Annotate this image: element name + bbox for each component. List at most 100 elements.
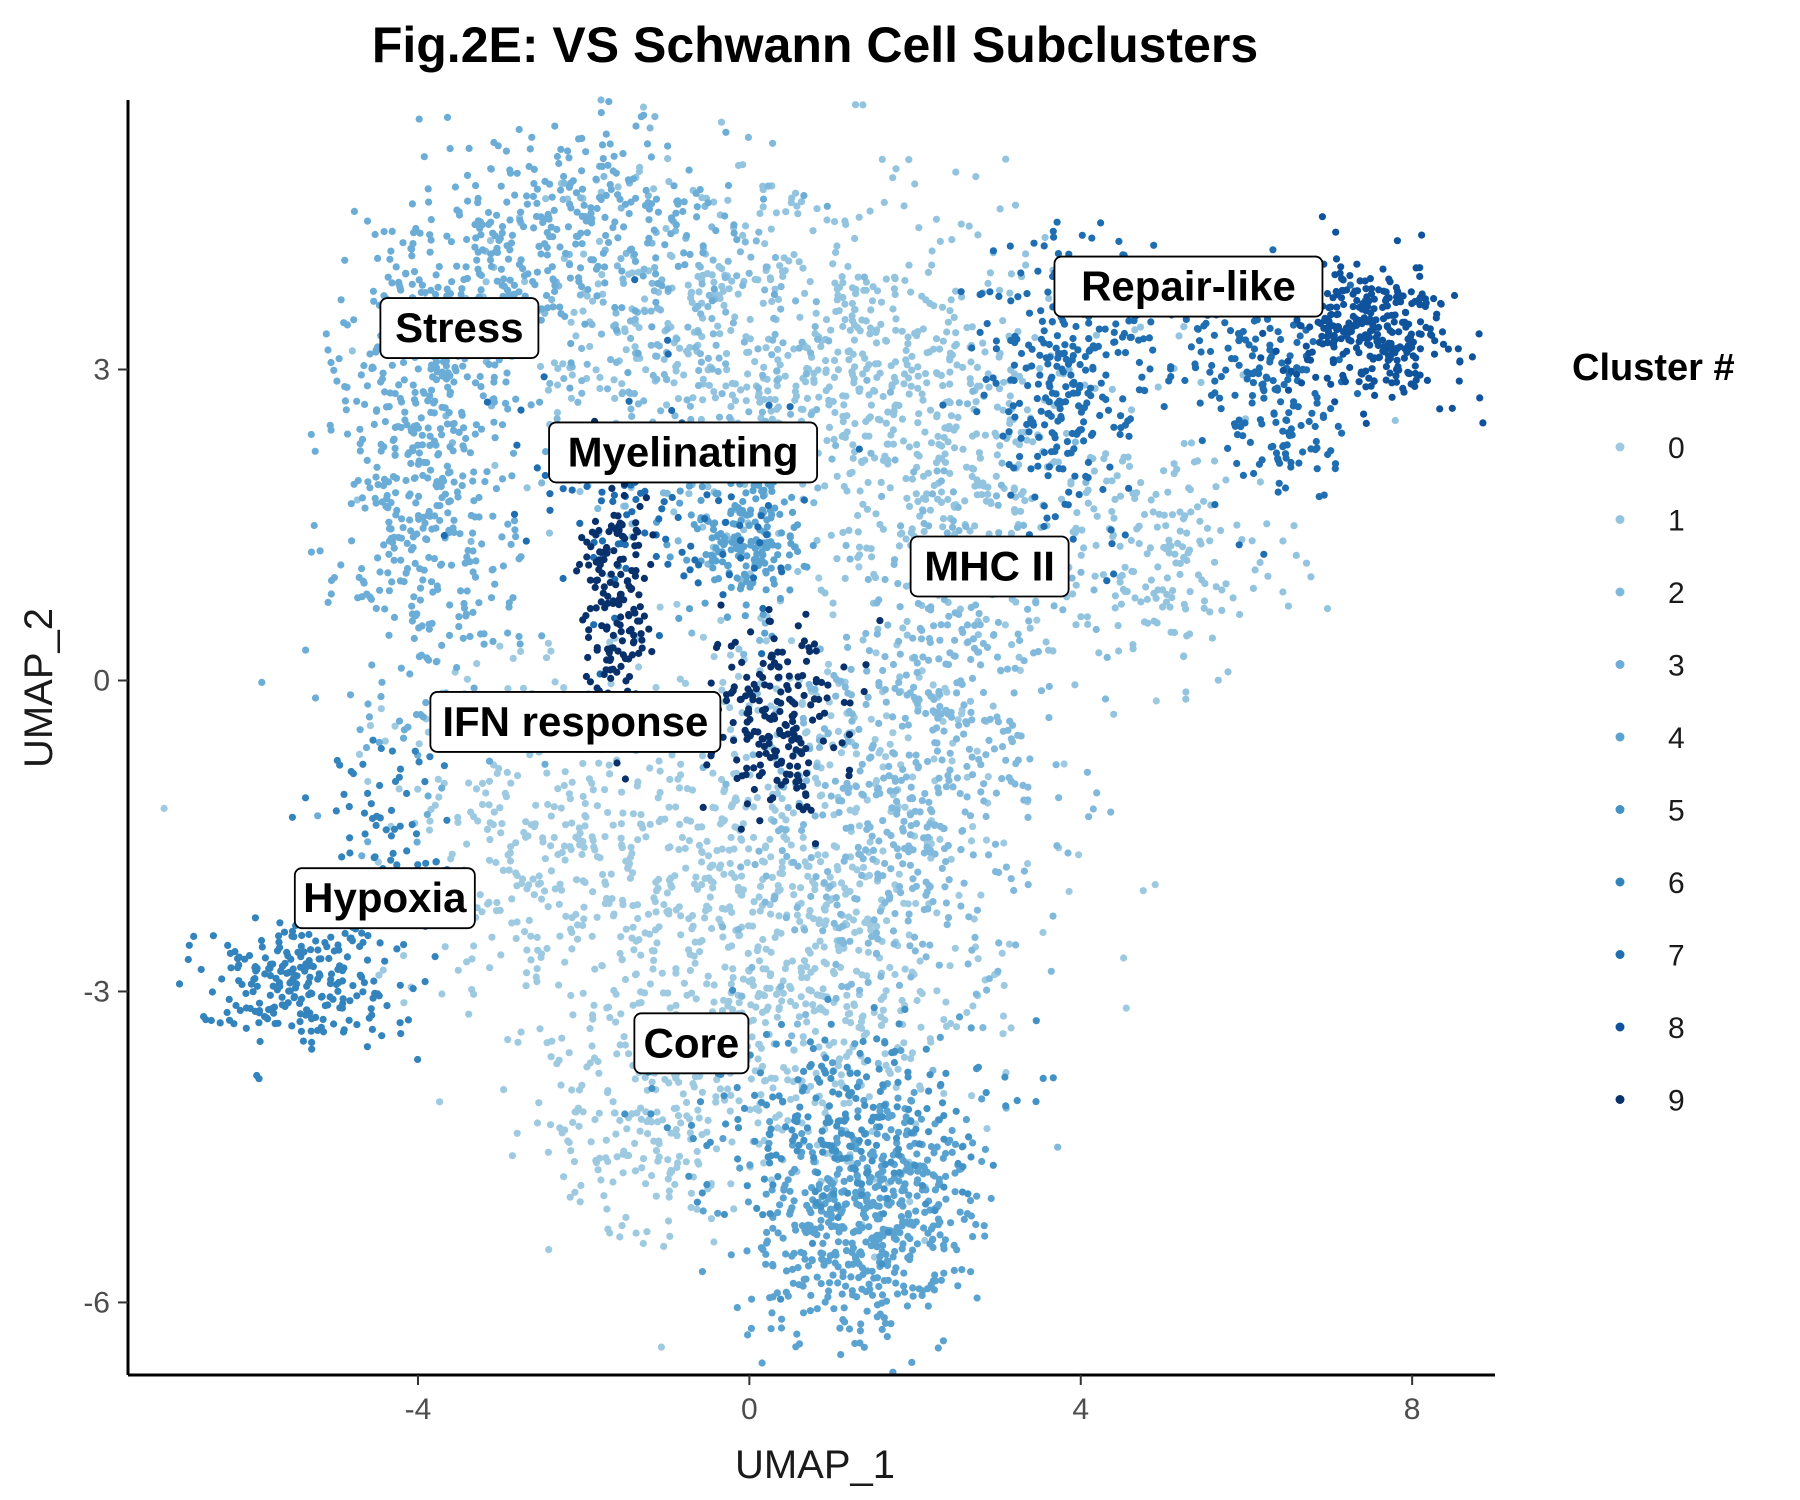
cluster-3-point bbox=[605, 98, 613, 106]
cluster-4-point bbox=[903, 1160, 911, 1168]
cluster-2-point bbox=[686, 402, 695, 410]
cluster-3-point bbox=[527, 401, 535, 409]
cluster-3-point bbox=[576, 264, 585, 272]
cluster-0-point bbox=[607, 680, 615, 688]
cluster-4-point bbox=[788, 1265, 797, 1273]
cluster-4-point bbox=[860, 1206, 868, 1214]
cluster-0-point bbox=[523, 946, 531, 954]
cluster-3-point bbox=[470, 468, 478, 476]
cluster-0-point bbox=[724, 943, 733, 951]
cluster-1-point bbox=[1017, 490, 1025, 499]
cluster-4-point bbox=[748, 1295, 756, 1303]
cluster-2-point bbox=[795, 344, 803, 352]
cluster-3-point bbox=[490, 378, 498, 386]
cluster-0-point bbox=[502, 793, 510, 801]
cluster-2-point bbox=[739, 281, 747, 290]
cluster-3-point bbox=[423, 810, 431, 819]
cluster-4-point bbox=[934, 1344, 942, 1352]
cluster-4-point bbox=[950, 1266, 958, 1274]
cluster-0-point bbox=[799, 833, 807, 842]
cluster-2-point bbox=[958, 827, 966, 835]
cluster-1-point bbox=[1198, 576, 1206, 584]
cluster-2-point bbox=[909, 875, 917, 883]
cluster-3-point bbox=[613, 326, 621, 334]
cluster-1-point bbox=[851, 101, 860, 109]
cluster-4-point bbox=[817, 1216, 825, 1224]
cluster-2-point bbox=[993, 653, 1002, 661]
cluster-4-point bbox=[803, 563, 811, 571]
cluster-0-point bbox=[496, 804, 504, 812]
cluster-3-point bbox=[498, 421, 507, 429]
cluster-2-point bbox=[889, 841, 898, 849]
cluster-3-point bbox=[402, 476, 410, 485]
cluster-1-point bbox=[825, 423, 834, 431]
cluster-2-point bbox=[925, 798, 933, 806]
cluster-1-point bbox=[905, 443, 914, 451]
cluster-2-point bbox=[944, 914, 953, 922]
cluster-2-point bbox=[907, 973, 915, 981]
cluster-4-point bbox=[834, 1238, 843, 1246]
cluster-2-point bbox=[1014, 630, 1022, 638]
cluster-3-point bbox=[583, 229, 591, 237]
cluster-4-point bbox=[787, 540, 795, 548]
cluster-3-point bbox=[650, 226, 658, 234]
cluster-3-point bbox=[667, 230, 675, 238]
cluster-2-point bbox=[620, 279, 628, 287]
cluster-3-point bbox=[511, 533, 520, 541]
cluster-3-point bbox=[424, 511, 432, 519]
cluster-1-point bbox=[901, 276, 909, 285]
cluster-2-point bbox=[738, 992, 746, 1000]
cluster-2-point bbox=[928, 490, 937, 498]
cluster-3-point bbox=[415, 449, 423, 457]
cluster-2-point bbox=[920, 849, 928, 857]
cluster-0-point bbox=[543, 944, 551, 953]
cluster-2-point bbox=[962, 718, 970, 726]
cluster-3-point bbox=[392, 489, 400, 497]
cluster-0-point bbox=[799, 1033, 807, 1041]
cluster-0-point bbox=[694, 1106, 702, 1114]
cluster-2-point bbox=[832, 692, 840, 700]
cluster-2-point bbox=[734, 926, 743, 934]
cluster-1-point bbox=[1290, 522, 1298, 530]
cluster-1-point bbox=[946, 380, 954, 388]
cluster-1-point bbox=[1011, 508, 1019, 516]
cluster-3-point bbox=[450, 378, 458, 386]
cluster-0-point bbox=[746, 1106, 754, 1114]
cluster-1-point bbox=[872, 328, 880, 337]
cluster-0-point bbox=[478, 908, 486, 916]
cluster-3-point bbox=[302, 646, 310, 654]
cluster-3-point bbox=[618, 267, 626, 275]
cluster-1-point bbox=[796, 313, 804, 321]
cluster-2-point bbox=[910, 693, 918, 702]
cluster-0-point bbox=[681, 679, 690, 688]
cluster-4-point bbox=[981, 1232, 989, 1240]
cluster-0-point bbox=[864, 948, 873, 956]
cluster-3-point bbox=[652, 254, 660, 262]
cluster-2-point bbox=[618, 390, 626, 398]
cluster-4-point bbox=[873, 1202, 881, 1210]
cluster-2-point bbox=[960, 879, 968, 887]
cluster-3-point bbox=[489, 637, 497, 646]
cluster-0-point bbox=[637, 951, 645, 959]
cluster-1-point bbox=[1125, 462, 1134, 470]
cluster-1-point bbox=[1143, 550, 1151, 558]
cluster-3-point bbox=[355, 573, 363, 582]
cluster-4-point bbox=[866, 1285, 874, 1293]
cluster-1-point bbox=[774, 345, 782, 353]
cluster-4-point bbox=[947, 1219, 955, 1227]
cluster-4-point bbox=[908, 1246, 917, 1254]
cluster-1-point bbox=[959, 445, 967, 453]
cluster-3-point bbox=[526, 145, 534, 153]
cluster-0-point bbox=[999, 1012, 1008, 1020]
cluster-4-point bbox=[927, 1225, 936, 1233]
cluster-2-point bbox=[913, 659, 921, 667]
cluster-3-point bbox=[401, 408, 409, 416]
cluster-0-point bbox=[558, 1034, 566, 1042]
cluster-3-point bbox=[372, 407, 381, 415]
cluster-1-point bbox=[849, 371, 857, 379]
cluster-2-point bbox=[1002, 863, 1011, 871]
cluster-2-point bbox=[881, 859, 889, 868]
cluster-2-point bbox=[976, 621, 984, 629]
cluster-3-point bbox=[500, 275, 508, 283]
cluster-2-point bbox=[807, 349, 815, 357]
